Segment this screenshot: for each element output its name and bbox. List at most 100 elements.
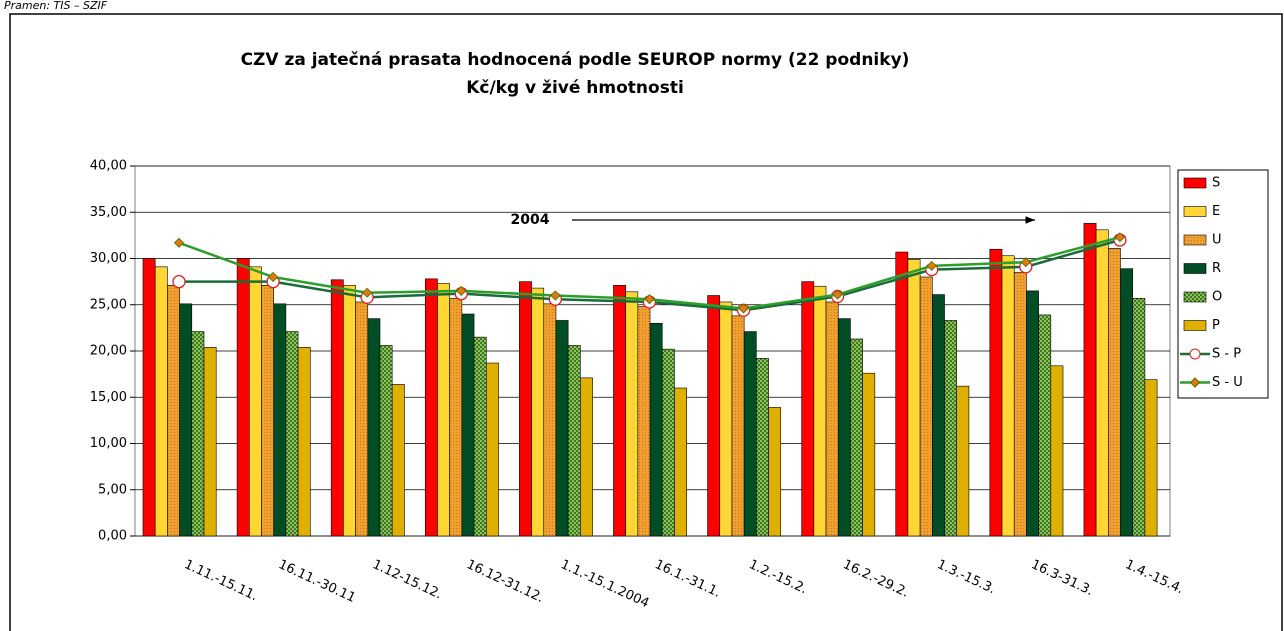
bar: [1132, 297, 1146, 537]
bar: [768, 407, 782, 537]
bar: [1026, 290, 1039, 537]
marker: [738, 303, 749, 314]
bar: [297, 346, 311, 537]
marker: [172, 274, 186, 289]
y-tick-label: 0,00: [98, 529, 127, 544]
bar: [485, 362, 499, 537]
bar: [731, 315, 745, 537]
bar: [142, 258, 156, 537]
bar: [437, 283, 450, 537]
bar: [1120, 268, 1134, 537]
bar: [273, 303, 287, 537]
bar: [661, 348, 675, 537]
bar: [391, 383, 405, 537]
bar: [674, 387, 687, 537]
bar: [862, 372, 876, 537]
bar: [1083, 223, 1097, 537]
y-tick-label: 40,00: [90, 159, 127, 174]
marker: [456, 285, 467, 296]
bar: [461, 313, 475, 537]
bar: [355, 301, 369, 537]
legend-swatch: [1183, 234, 1207, 246]
chart-subtitle: Kč/kg v živé hmotnosti: [466, 78, 684, 98]
legend-marker: [1189, 377, 1201, 388]
legend-label: E: [1212, 204, 1220, 219]
legend-label: O: [1212, 290, 1222, 305]
bar: [756, 358, 769, 537]
y-tick-label: 20,00: [90, 344, 127, 359]
bar: [154, 266, 168, 537]
marker: [362, 287, 373, 298]
bar: [1013, 272, 1027, 537]
bar: [850, 338, 863, 537]
bar: [261, 285, 274, 537]
annotation: 2004: [511, 212, 550, 228]
bar: [613, 285, 626, 537]
bar: [285, 331, 299, 537]
marker: [173, 237, 185, 248]
bar: [424, 278, 438, 537]
bar: [919, 276, 933, 537]
bar: [649, 322, 663, 537]
legend-swatch: [1183, 206, 1207, 217]
marker: [644, 294, 655, 305]
marker: [1114, 232, 1125, 243]
bar: [637, 306, 651, 537]
y-tick-label: 35,00: [90, 205, 127, 220]
marker: [268, 271, 279, 283]
bar: [343, 285, 356, 537]
bar: [179, 303, 193, 537]
legend-label: U: [1212, 233, 1222, 248]
bar: [543, 303, 557, 537]
bar: [203, 346, 217, 537]
bar: [825, 301, 839, 537]
bar: [555, 320, 569, 537]
source: Pramen: TIS – SZIF: [4, 0, 108, 12]
bar: [519, 281, 532, 537]
legend-swatch: [1183, 263, 1207, 274]
bar: [1001, 255, 1015, 537]
legend-label: S - P: [1212, 347, 1241, 362]
bar: [1038, 314, 1052, 537]
bar: [895, 251, 909, 537]
chart-title: CZV za jatečná prasata hodnocená podle S…: [241, 50, 910, 70]
bar: [801, 281, 815, 537]
marker: [550, 290, 561, 301]
bar: [580, 377, 593, 537]
legend-label: R: [1212, 261, 1221, 276]
y-tick-label: 10,00: [90, 436, 127, 451]
bar: [743, 331, 757, 537]
y-tick-label: 5,00: [98, 482, 127, 497]
bar: [932, 294, 945, 537]
marker: [832, 289, 843, 300]
bar: [956, 385, 970, 537]
legend-label: S - U: [1212, 375, 1243, 390]
bar: [813, 285, 827, 537]
bar: [989, 248, 1003, 537]
bar: [1095, 229, 1109, 537]
bar: [449, 297, 463, 537]
y-tick-label: 30,00: [90, 251, 127, 266]
legend: [1177, 169, 1269, 399]
bar: [719, 301, 733, 537]
bar: [379, 345, 393, 537]
marker: [1020, 257, 1031, 268]
legend-swatch: [1183, 320, 1207, 331]
marker: [926, 260, 937, 271]
y-tick-label: 25,00: [90, 297, 127, 312]
y-tick-label: 15,00: [90, 390, 127, 405]
bar: [907, 259, 921, 537]
bar: [1108, 248, 1121, 537]
bar: [167, 285, 180, 537]
bar: [330, 279, 344, 537]
bar: [367, 318, 381, 537]
bar: [236, 258, 250, 537]
bar: [473, 336, 487, 537]
legend-swatch: [1183, 177, 1207, 189]
bar: [531, 287, 545, 537]
bar: [567, 345, 581, 537]
bar: [837, 318, 851, 537]
legend-marker: [1189, 348, 1201, 360]
bar: [191, 331, 205, 537]
